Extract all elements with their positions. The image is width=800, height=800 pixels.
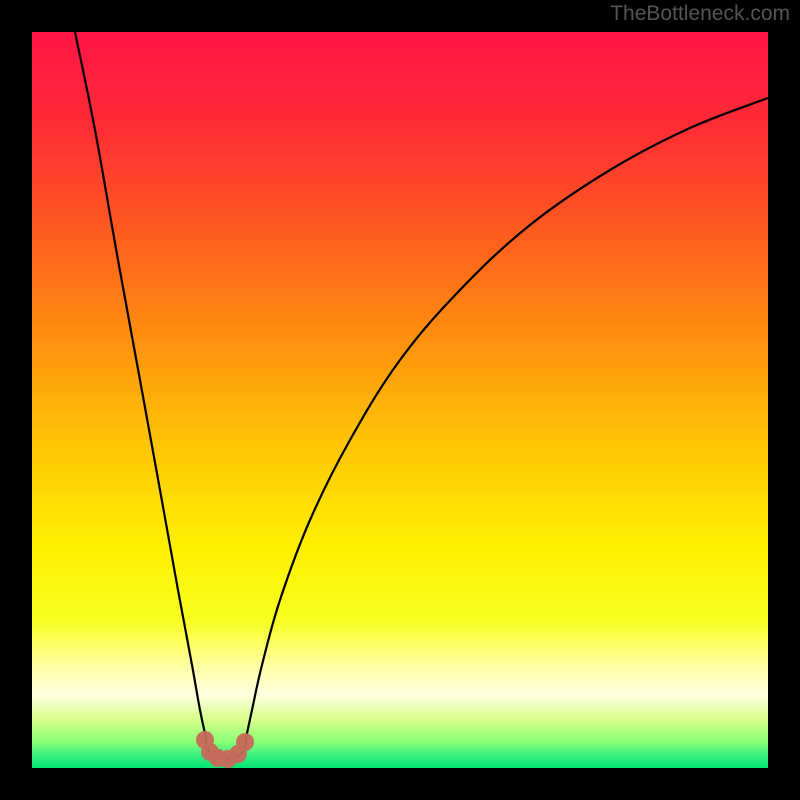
watermark-text: TheBottleneck.com xyxy=(610,2,790,26)
bottleneck-plot xyxy=(0,0,800,800)
chart-container: TheBottleneck.com xyxy=(0,0,800,800)
